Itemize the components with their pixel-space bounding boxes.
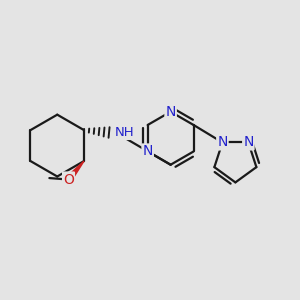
Text: N: N (217, 135, 228, 149)
Text: N: N (165, 105, 176, 119)
Polygon shape (66, 161, 84, 182)
Text: O: O (63, 172, 74, 187)
Text: N: N (243, 135, 254, 149)
Text: N: N (142, 145, 153, 158)
Text: NH: NH (115, 126, 135, 139)
